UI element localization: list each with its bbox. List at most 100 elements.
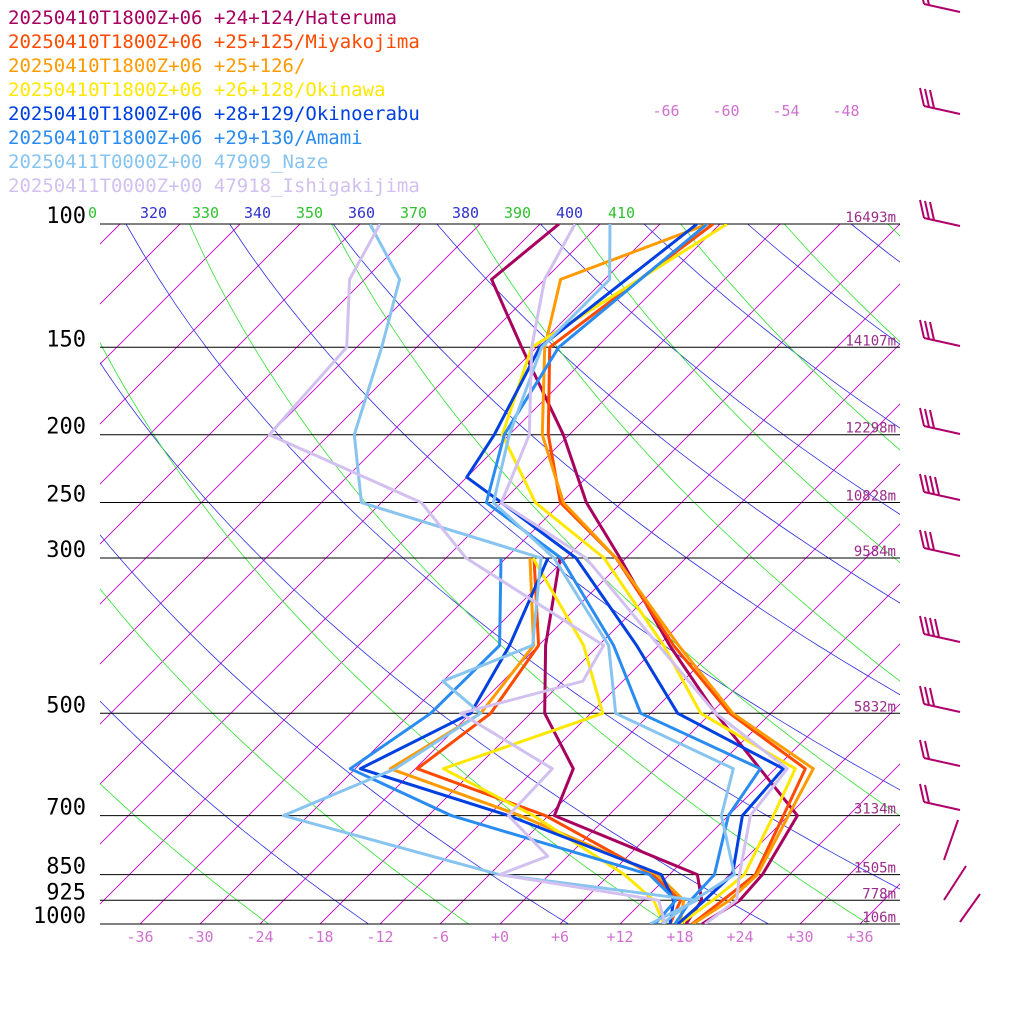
theta-label: 400 (556, 204, 583, 222)
barb-feather (924, 530, 930, 550)
height-label: 16493m (845, 210, 896, 226)
pressure-label: 500 (46, 693, 86, 718)
barb-feather (924, 784, 930, 804)
isotherm-label: -60 (712, 102, 739, 120)
wind-barb (919, 529, 961, 557)
moist-adiabat-line (100, 783, 270, 924)
wind-barb (919, 407, 961, 435)
x-tick-label: +18 (666, 928, 693, 946)
isotherm-line (100, 224, 601, 725)
theta-label: 410 (608, 204, 635, 222)
x-tick-label: +36 (846, 928, 873, 946)
dewpoint-line (267, 224, 667, 924)
isotherm-line (739, 763, 900, 924)
barb-feather (934, 618, 940, 638)
isotherm-line (100, 224, 481, 605)
sounding-profiles (267, 224, 815, 924)
dry-adiabat-line (125, 224, 900, 890)
height-label: 5832m (854, 699, 896, 715)
moist-adiabat-line (473, 224, 900, 682)
dewpoint-line (415, 557, 683, 924)
pressure-label: 150 (46, 327, 86, 352)
barb-shaft (923, 633, 961, 643)
pressure-label: 1000 (33, 904, 86, 929)
barb-feather (919, 473, 925, 493)
barb-shaft (923, 337, 961, 347)
isotherm-line (980, 224, 1024, 924)
moist-adiabat-line (784, 224, 900, 343)
moist-adiabat-line (576, 224, 900, 564)
barb-feather (929, 687, 935, 707)
isotherm-line (920, 224, 1024, 924)
barb-shaft (959, 893, 981, 923)
wind-barb (919, 319, 961, 347)
moist-adiabat-line (992, 224, 1024, 939)
height-label: 10828m (845, 489, 896, 505)
pressure-label: 850 (46, 855, 86, 880)
pressure-level-lines (100, 223, 900, 925)
isotherm-line (679, 703, 900, 924)
theta-label: 390 (504, 204, 531, 222)
wind-barb (919, 739, 961, 767)
barb-feather (919, 783, 925, 803)
pressure-label: 100 (46, 204, 86, 229)
legend-entry: 20250410T1800Z+06 +29+130/Amami (8, 127, 363, 149)
wind-barb (919, 199, 961, 227)
dewpoint-line (281, 224, 699, 924)
barb-feather (929, 475, 935, 495)
isotherm-line (559, 583, 900, 924)
isotherm-line (619, 643, 900, 924)
isotherm-line (100, 224, 301, 425)
legend-entry: 20250411T0000Z+00 47918_Ishigakijima (8, 175, 420, 197)
pressure-label: 200 (46, 415, 86, 440)
height-labels: 16493m 14107m 12298m 10828m 9584m 5832m 3134m 1… (845, 210, 896, 926)
moist-adiabat-line (331, 224, 900, 817)
legend-entry: 20250411T0000Z+00 47909_Naze (8, 151, 328, 173)
barb-shaft (923, 425, 961, 435)
dry-adiabat-line (436, 224, 900, 604)
x-tick-label: -18 (306, 928, 333, 946)
barb-feather (922, 0, 925, 5)
barb-feather (924, 686, 930, 706)
theta-label: 0 (88, 204, 97, 222)
barb-shaft (923, 703, 961, 713)
height-label: 778m (862, 886, 896, 902)
wind-barb (919, 473, 961, 501)
barb-feather (929, 409, 935, 429)
x-tick-label: -24 (246, 928, 273, 946)
x-tick-label: +12 (606, 928, 633, 946)
legend-entry: 20250410T1800Z+06 +24+124/Hateruma (8, 7, 397, 29)
background-grid (100, 224, 1024, 939)
height-label: 12298m (845, 421, 896, 437)
barb-shaft (923, 801, 961, 811)
height-label: 14107m (845, 333, 896, 349)
barb-feather (924, 616, 930, 636)
barb-shaft (923, 491, 961, 501)
x-tick-label: -30 (186, 928, 213, 946)
dry-adiabat-line (100, 534, 570, 924)
legend-entry: 20250410T1800Z+06 +25+125/Miyakojima (8, 31, 420, 53)
barb-feather (919, 529, 925, 549)
temperature-line (540, 224, 815, 924)
x-tick-label: +24 (726, 928, 753, 946)
isotherm-line (859, 883, 900, 924)
x-tick-label: +30 (786, 928, 813, 946)
isotherm-line (100, 224, 361, 485)
dry-adiabat-line (100, 700, 370, 924)
theta-label: 330 (192, 204, 219, 222)
x-tick-label: -12 (366, 928, 393, 946)
isotherm-line (100, 224, 421, 545)
pressure-label: 250 (46, 483, 86, 508)
isotherm-top-labels: -66 -60 -54 -48 (652, 102, 859, 120)
theta-labels: 0 320 330 340 350 360 370 380 390 400 410 (88, 204, 635, 222)
theta-label: 360 (348, 204, 375, 222)
barb-feather (919, 407, 925, 427)
barb-feather (919, 87, 925, 107)
barb-feather (929, 617, 935, 637)
wind-barb (919, 783, 961, 811)
dewpoint-line (441, 557, 666, 924)
legend-entry: 20250410T1800Z+06 +26+128/Okinawa (8, 79, 386, 101)
barb-shaft (923, 547, 961, 557)
isotherm-label: -54 (772, 102, 799, 120)
